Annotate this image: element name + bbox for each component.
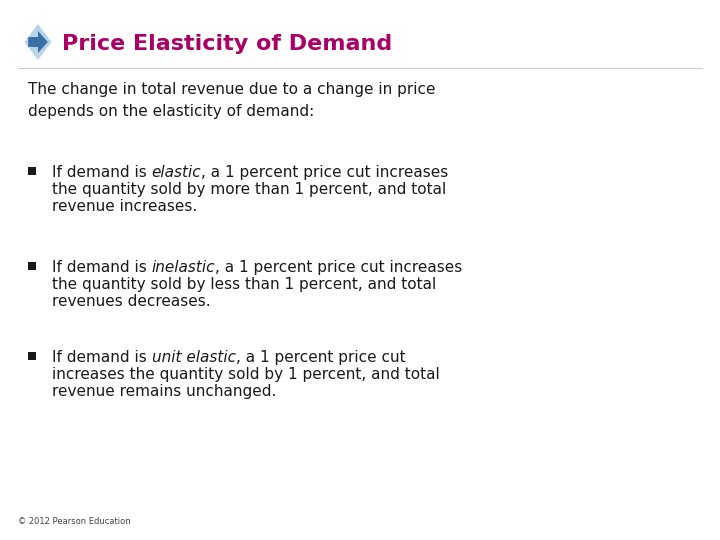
Text: , a 1 percent price cut increases: , a 1 percent price cut increases <box>215 260 462 275</box>
Bar <box>28 167 36 175</box>
Text: If demand is: If demand is <box>52 165 152 180</box>
Text: the quantity sold by more than 1 percent, and total: the quantity sold by more than 1 percent… <box>52 182 446 197</box>
Polygon shape <box>28 31 48 53</box>
Bar <box>28 262 36 270</box>
Polygon shape <box>24 24 52 60</box>
Bar <box>28 352 36 360</box>
Text: If demand is: If demand is <box>52 350 152 365</box>
Text: , a 1 percent price cut: , a 1 percent price cut <box>235 350 405 365</box>
Text: The change in total revenue due to a change in price
depends on the elasticity o: The change in total revenue due to a cha… <box>28 82 436 119</box>
Text: If demand is: If demand is <box>52 260 152 275</box>
Text: © 2012 Pearson Education: © 2012 Pearson Education <box>18 517 130 526</box>
Text: elastic: elastic <box>152 165 202 180</box>
Text: inelastic: inelastic <box>152 260 215 275</box>
Text: unit elastic: unit elastic <box>152 350 235 365</box>
Text: revenue increases.: revenue increases. <box>52 199 197 214</box>
Text: revenues decreases.: revenues decreases. <box>52 294 211 309</box>
Text: increases the quantity sold by 1 percent, and total: increases the quantity sold by 1 percent… <box>52 367 440 382</box>
Text: , a 1 percent price cut increases: , a 1 percent price cut increases <box>202 165 449 180</box>
Text: Price Elasticity of Demand: Price Elasticity of Demand <box>62 34 392 54</box>
Text: revenue remains unchanged.: revenue remains unchanged. <box>52 384 276 399</box>
Text: the quantity sold by less than 1 percent, and total: the quantity sold by less than 1 percent… <box>52 277 436 292</box>
